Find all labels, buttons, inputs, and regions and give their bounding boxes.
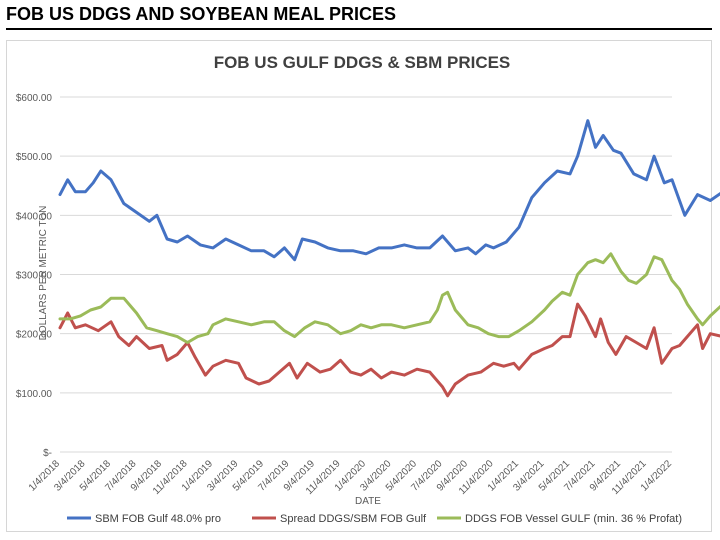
series-lines xyxy=(58,119,720,398)
legend: SBM FOB Gulf 48.0% pro Spread DDGS/SBM FO… xyxy=(67,513,682,525)
series-line-1 xyxy=(58,119,720,262)
page-header: FOB US DDGS AND SOYBEAN MEAL PRICES xyxy=(6,2,712,30)
legend-label: SBM FOB Gulf 48.0% pro xyxy=(95,513,221,525)
legend-label: Spread DDGS/SBM FOB Gulf xyxy=(280,513,427,525)
y-tick-label: $200.00 xyxy=(16,330,53,341)
x-axis-title: DATE xyxy=(355,496,381,507)
x-axis-ticks: 1/4/20183/4/20185/4/20187/4/20189/4/2018… xyxy=(27,458,675,497)
page-header-title: FOB US DDGS AND SOYBEAN MEAL PRICES xyxy=(6,4,397,24)
y-tick-label: $600.00 xyxy=(16,93,53,104)
y-tick-label: $500.00 xyxy=(16,152,53,163)
y-axis-title: DOLLARS PER METRIC TON xyxy=(38,206,49,341)
series-line-3 xyxy=(58,252,720,344)
legend-label: DDGS FOB Vessel GULF (min. 36 % Profat) xyxy=(465,513,682,525)
chart-frame xyxy=(6,40,712,532)
y-tick-label: $- xyxy=(43,448,52,459)
y-tick-label: $100.00 xyxy=(16,389,53,400)
y-tick-label: $400.00 xyxy=(16,211,53,222)
y-axis-ticks: $- $100.00 $200.00 $300.00 $400.00 $500.00 $60… xyxy=(16,93,53,459)
chart-title: FOB US GULF DDGS & SBM PRICES xyxy=(214,53,511,72)
series-line-2 xyxy=(58,302,720,398)
y-tick-label: $300.00 xyxy=(16,271,53,282)
